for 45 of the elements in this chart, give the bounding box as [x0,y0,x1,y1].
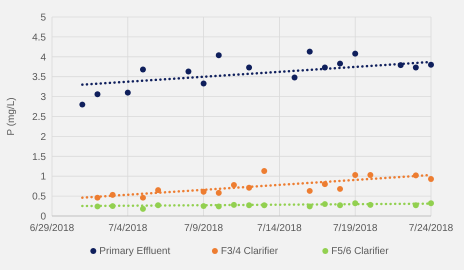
x-tick-label: 7/24/2018 [408,223,454,234]
point [292,74,298,80]
x-tick-label: 7/14/2018 [257,223,302,234]
point [412,64,419,71]
point [216,190,222,196]
point [428,176,434,182]
y-tick-label: 0 [40,212,46,222]
point [306,48,313,55]
x-tick-label: 7/4/2018 [108,223,148,234]
point [200,80,207,86]
point [261,168,268,174]
point [352,172,358,178]
y-tick-label: 1 [40,172,46,183]
y-tick-label: 2 [40,132,46,143]
legend-label: F3/4 Clarifier [220,246,279,257]
point [246,64,252,71]
point [337,186,344,192]
point [428,62,434,68]
point [216,52,222,58]
point [140,194,146,201]
point [367,172,374,178]
point [140,206,146,212]
point [124,90,131,96]
point [185,68,192,75]
y-tick-label: 4 [40,52,46,64]
point [79,102,86,108]
y-tick-label: 3 [40,92,46,104]
y-tick-label: 1.5 [32,152,46,163]
y-tick-label: 2.5 [32,112,46,123]
y-tick-label: 4.5 [32,32,46,44]
y-axis-title: P (mg/L) [6,97,17,136]
y-tick-label: 0.5 [32,192,46,203]
point [94,91,100,98]
point [140,66,146,73]
point [306,188,313,194]
legend-label: F5/6 Clarifier [331,246,390,257]
x-tick-label: 7/9/2018 [184,223,224,234]
point [352,50,358,57]
legend-label: Primary Effluent [99,246,170,257]
y-tick-label: 5 [40,12,46,24]
x-tick-label: 6/29/2018 [30,223,75,234]
point [337,60,344,67]
y-tick-label: 3.5 [32,72,46,84]
x-tick-label: 7/19/2018 [332,223,378,234]
point [428,200,434,206]
